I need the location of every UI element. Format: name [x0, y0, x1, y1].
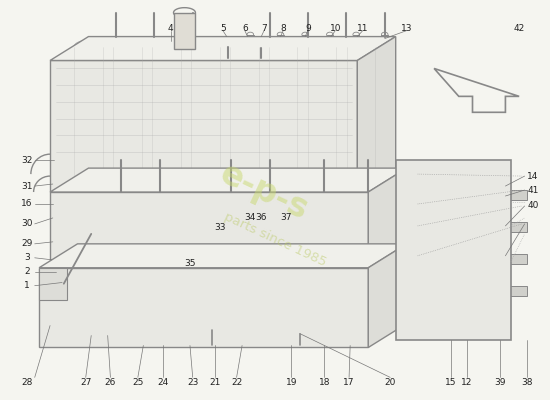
Text: 21: 21 — [209, 378, 221, 387]
Polygon shape — [39, 268, 67, 300]
Polygon shape — [395, 160, 511, 340]
Bar — [45, 292, 83, 326]
Bar — [253, 203, 265, 212]
Polygon shape — [358, 36, 395, 192]
Text: 26: 26 — [104, 378, 116, 387]
Bar — [204, 189, 216, 198]
Text: 38: 38 — [521, 378, 533, 387]
Text: 32: 32 — [21, 156, 32, 165]
Text: 7: 7 — [261, 24, 267, 33]
Circle shape — [54, 268, 65, 276]
Text: 12: 12 — [461, 378, 472, 387]
Bar — [505, 190, 527, 200]
Text: 29: 29 — [21, 239, 32, 248]
Bar — [253, 189, 265, 198]
Circle shape — [406, 200, 500, 268]
Text: 2: 2 — [24, 267, 30, 276]
Circle shape — [427, 274, 480, 313]
Circle shape — [431, 218, 475, 250]
Text: 28: 28 — [21, 378, 32, 387]
Polygon shape — [50, 192, 369, 268]
Text: 20: 20 — [384, 378, 396, 387]
Text: 19: 19 — [285, 378, 297, 387]
Circle shape — [441, 285, 465, 302]
Text: 11: 11 — [357, 24, 368, 33]
Bar — [302, 34, 309, 60]
Text: 8: 8 — [280, 24, 286, 33]
Text: 40: 40 — [527, 202, 538, 210]
Text: 35: 35 — [184, 259, 196, 268]
Text: 30: 30 — [21, 220, 33, 228]
Circle shape — [51, 255, 65, 265]
Bar — [170, 296, 209, 326]
Polygon shape — [50, 168, 406, 192]
Text: 9: 9 — [305, 24, 311, 33]
Polygon shape — [50, 36, 395, 60]
Text: 27: 27 — [80, 378, 91, 387]
Text: 18: 18 — [318, 378, 330, 387]
Text: 41: 41 — [527, 186, 538, 194]
Polygon shape — [368, 244, 406, 348]
Text: 14: 14 — [527, 172, 538, 180]
Text: 17: 17 — [343, 378, 355, 387]
Text: 42: 42 — [514, 24, 525, 33]
Circle shape — [145, 253, 169, 270]
Polygon shape — [368, 168, 406, 268]
Circle shape — [98, 294, 118, 309]
Text: 22: 22 — [231, 378, 242, 387]
Text: parts since 1985: parts since 1985 — [222, 210, 328, 269]
Polygon shape — [173, 13, 195, 48]
Text: 3: 3 — [24, 253, 30, 262]
Bar — [327, 34, 333, 60]
Text: 25: 25 — [132, 378, 144, 387]
Text: 36: 36 — [256, 214, 267, 222]
Bar — [505, 254, 527, 264]
Text: 34: 34 — [245, 214, 256, 222]
Bar — [242, 296, 275, 326]
Bar — [505, 286, 527, 296]
Text: 39: 39 — [494, 378, 505, 387]
Text: 33: 33 — [214, 224, 226, 232]
Polygon shape — [39, 268, 369, 348]
Text: 13: 13 — [401, 24, 412, 33]
Text: 24: 24 — [157, 378, 168, 387]
Text: 6: 6 — [242, 24, 248, 33]
Text: 37: 37 — [280, 214, 292, 222]
Bar — [105, 296, 138, 326]
Text: 16: 16 — [21, 200, 33, 208]
Bar — [353, 34, 360, 60]
Text: 10: 10 — [329, 24, 341, 33]
Text: 1: 1 — [24, 281, 30, 290]
Text: e-p-s: e-p-s — [214, 157, 314, 227]
Text: 4: 4 — [168, 24, 174, 33]
Text: 23: 23 — [187, 378, 199, 387]
Text: 5: 5 — [220, 24, 225, 33]
Bar — [382, 34, 388, 60]
Text: 15: 15 — [445, 378, 456, 387]
Polygon shape — [50, 60, 358, 192]
Polygon shape — [39, 244, 406, 268]
Text: 31: 31 — [21, 182, 33, 190]
Circle shape — [54, 153, 74, 167]
Bar — [247, 34, 254, 60]
Bar — [505, 222, 527, 232]
Circle shape — [81, 294, 101, 309]
Bar — [277, 34, 284, 60]
